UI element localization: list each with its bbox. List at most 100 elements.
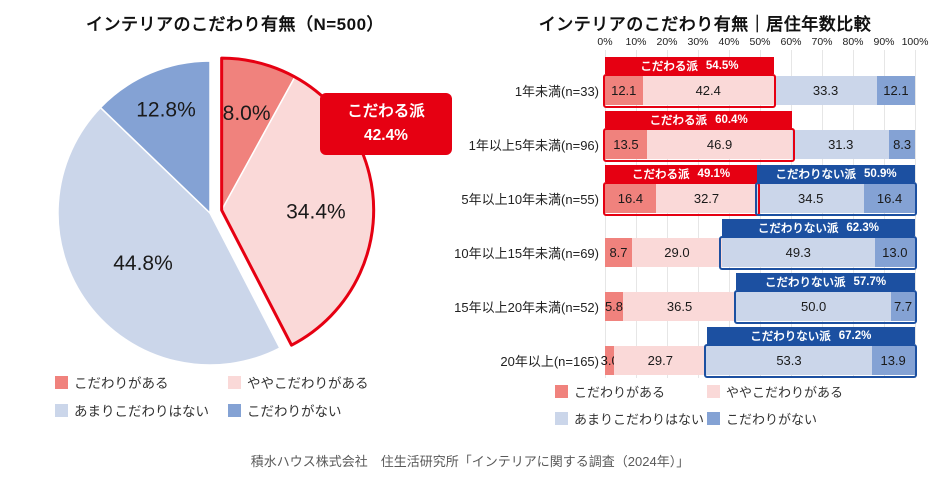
row-category-label: 15年以上20年未満(n=52) xyxy=(454,300,599,315)
badge-kodawaranai-row5: こだわりない派 67.2% xyxy=(706,327,915,344)
badge-value: 62.3% xyxy=(846,221,879,234)
bar-track: 12.1 42.4 33.3 12.1 xyxy=(605,76,915,105)
x-axis-tick-3: 30% xyxy=(687,36,709,48)
bar-row-2: 5年以上10年未満(n=55) 16.4 32.7 34.5 16.4 こだわる派 49.1… xyxy=(461,165,930,217)
badge-value: 57.7% xyxy=(853,275,887,288)
pie-value-label-3: 12.8% xyxy=(136,99,196,122)
badge-value: 60.4% xyxy=(715,113,748,126)
bar-segment-3: 13.0 xyxy=(874,238,915,267)
pie-value-label-2: 44.8% xyxy=(113,252,173,275)
segment-value-label: 42.4 xyxy=(695,83,721,98)
badge-label: こだわる派 xyxy=(632,168,690,181)
bar-segment-0: 5.8 xyxy=(605,292,623,321)
bar-segment-2: 31.3 xyxy=(792,130,890,159)
pie-chart-title: インテリアのこだわり有無（N=500） xyxy=(85,15,385,34)
bar-track: 3.0 29.7 53.3 13.9 xyxy=(601,346,915,375)
badge-kodawaru-row0: こだわる派 54.5% xyxy=(605,57,774,74)
badge-value: 67.2% xyxy=(838,329,872,342)
row-category-label: 20年以上(n=165) xyxy=(500,354,599,369)
bar-segment-1: 46.9 xyxy=(646,130,793,159)
badge-kodawaranai-row3: こだわりない派 62.3% xyxy=(721,219,915,236)
legend-swatch-icon xyxy=(555,412,568,425)
x-axis-tick-6: 60% xyxy=(780,36,802,48)
bar-segment-3: 13.9 xyxy=(871,346,915,375)
bar-row-3: 10年以上15年未満(n=69) 8.7 29.0 49.3 13.0 こだわりない派 62… xyxy=(454,219,930,271)
bar-segment-1: 29.0 xyxy=(631,238,722,267)
segment-value-label: 12.1 xyxy=(883,83,909,98)
legend-swatch-icon xyxy=(55,375,68,389)
x-axis-tick-7: 70% xyxy=(811,36,833,48)
bar-row-4: 15年以上20年未満(n=52) 5.8 36.5 50.0 7.7 こだわりない派 57.… xyxy=(454,273,930,325)
legend-swatch-icon xyxy=(707,385,720,398)
x-axis-tick-9: 90% xyxy=(873,36,895,48)
badge-label: こだわる派 xyxy=(640,60,698,73)
legend-swatch-icon xyxy=(555,385,568,398)
bar-track: 5.8 36.5 50.0 7.7 xyxy=(605,292,915,321)
badge-value: 54.5% xyxy=(705,59,739,72)
legend-label: ややこだわりがある xyxy=(726,385,844,400)
badge-label: こだわりない派 xyxy=(765,276,846,289)
segment-value-label: 33.3 xyxy=(812,83,839,98)
legend-item-3: こだわりがない xyxy=(707,409,843,428)
x-axis-tick-8: 80% xyxy=(842,36,864,48)
bar-segment-2: 33.3 xyxy=(773,76,878,105)
kodawaru-group-outline xyxy=(220,56,376,347)
x-axis-tick-10: 100% xyxy=(901,36,929,48)
legend-label: あまりこだわりはない xyxy=(574,412,705,427)
legend-item-1: ややこだわりがある xyxy=(707,382,843,401)
badge-label: こだわる派 xyxy=(649,114,708,127)
bar-segment-1: 32.7 xyxy=(655,184,758,213)
segment-value-label: 3.0 xyxy=(600,353,619,368)
row-category-label: 1年以上5年未満(n=96) xyxy=(468,138,599,153)
row-category-label: 1年未満(n=33) xyxy=(514,84,599,99)
legend-item-2: あまりこだわりはない xyxy=(55,400,228,420)
segment-value-label: 49.3 xyxy=(785,245,811,260)
legend-item-0: こだわりがある xyxy=(55,372,228,392)
row-category-label: 5年以上10年未満(n=55) xyxy=(461,192,599,207)
legend-label: ややこだわりがある xyxy=(247,376,369,391)
bar-track: 8.7 29.0 49.3 13.0 xyxy=(605,238,915,267)
legend-label: こだわりがない xyxy=(726,412,818,427)
segment-value-label: 50.0 xyxy=(800,299,827,314)
callout-line1: こだわる派 xyxy=(347,103,425,120)
badge-value: 50.9% xyxy=(864,167,897,180)
pie-chart: 8.0% 34.4% 44.8% 12.8% xyxy=(57,56,376,366)
bar-segment-2: 50.0 xyxy=(736,292,892,321)
segment-value-label: 29.7 xyxy=(647,353,673,368)
x-axis-tick-5: 50% xyxy=(749,36,771,48)
badge-label: こだわりない派 xyxy=(750,330,831,343)
bar-segment-3: 12.1 xyxy=(877,76,915,105)
segment-value-label: 12.1 xyxy=(611,83,637,98)
segment-value-label: 32.7 xyxy=(693,191,720,206)
segment-value-label: 13.5 xyxy=(613,137,639,152)
badge-label: こだわりない派 xyxy=(757,222,839,235)
badge-kodawaru-row2: こだわる派 49.1% xyxy=(605,165,758,182)
legend-item-3: こだわりがない xyxy=(228,400,369,420)
bar-legend: こだわりがある ややこだわりがある あまりこだわりはない こだわりがない xyxy=(555,382,843,428)
segment-value-label: 29.0 xyxy=(664,245,690,260)
source-note: 積水ハウス株式会社 住生活研究所「インテリアに関する調査（2024年）」 xyxy=(250,454,690,469)
pie-slice-2 xyxy=(57,106,281,366)
segment-value-label: 36.5 xyxy=(666,299,693,314)
bar-segment-3: 16.4 xyxy=(864,184,915,213)
legend-label: こだわりがある xyxy=(74,376,169,391)
bar-segment-2: 49.3 xyxy=(721,238,875,267)
bar-segment-3: 7.7 xyxy=(891,292,915,321)
bar-segment-2: 34.5 xyxy=(757,184,865,213)
segment-value-label: 31.3 xyxy=(828,137,854,152)
legend-swatch-icon xyxy=(228,403,241,417)
bar-segment-0: 8.7 xyxy=(605,238,632,267)
badge-kodawaru-row1: こだわる派 60.4% xyxy=(605,111,793,128)
segment-value-label: 53.3 xyxy=(776,353,802,368)
pie-value-label-1: 34.4% xyxy=(286,200,346,223)
kodawaru-callout: こだわる派 42.4% xyxy=(320,93,452,156)
pie-slice-3 xyxy=(99,60,211,215)
pie-legend: こだわりがある ややこだわりがあるあまりこだわりはない こだわりがない xyxy=(55,372,369,420)
segment-value-label: 13.9 xyxy=(880,353,906,368)
legend-swatch-icon xyxy=(228,375,241,389)
segment-value-label: 34.5 xyxy=(798,191,824,206)
x-axis-tick-2: 20% xyxy=(656,36,678,48)
bar-segment-0: 3.0 xyxy=(601,346,619,375)
legend-label: あまりこだわりはない xyxy=(74,404,209,419)
